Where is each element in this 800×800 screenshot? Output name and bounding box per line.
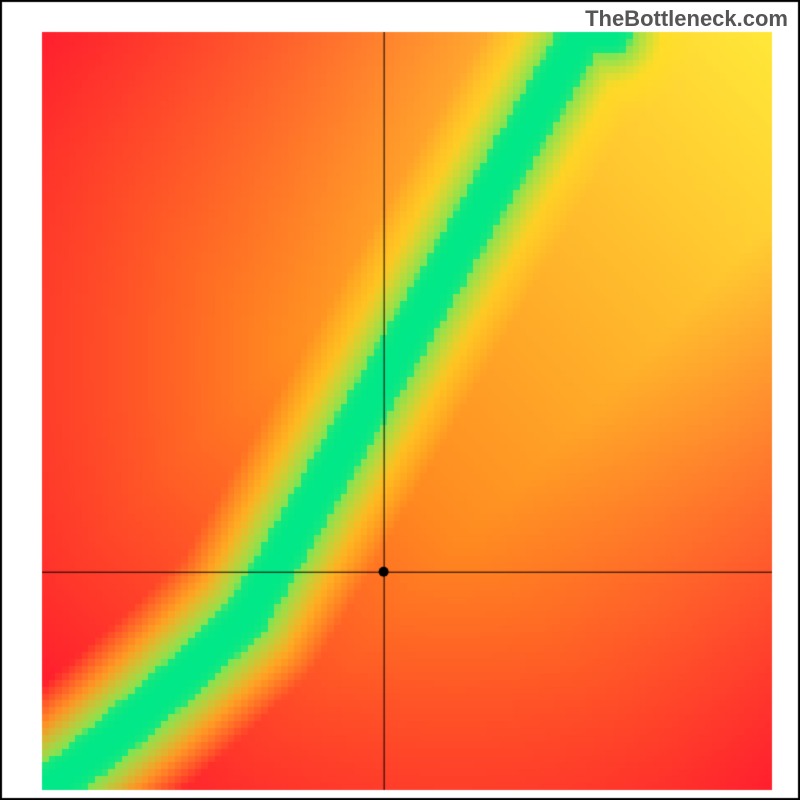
watermark-text: TheBottleneck.com [585, 6, 788, 32]
heatmap-canvas [0, 0, 800, 800]
chart-container: TheBottleneck.com [0, 0, 800, 800]
